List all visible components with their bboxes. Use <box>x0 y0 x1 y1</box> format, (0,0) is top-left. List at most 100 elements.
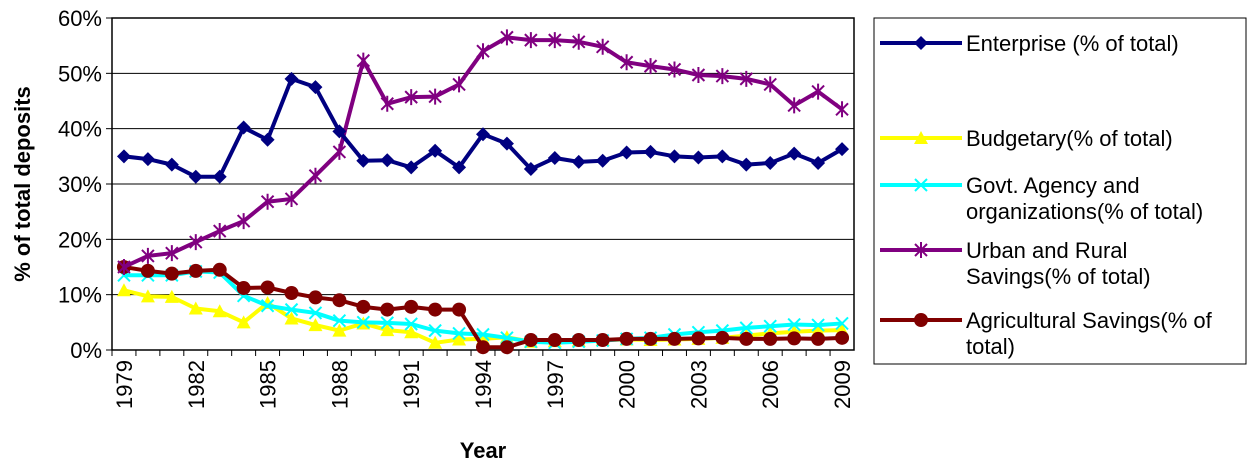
data-point <box>476 127 490 142</box>
data-point <box>715 330 730 345</box>
data-point <box>404 299 419 314</box>
x-tick-label: 1979 <box>112 360 137 409</box>
data-point <box>739 321 753 335</box>
data-point <box>380 323 395 337</box>
data-point <box>332 293 347 308</box>
data-point <box>284 71 299 86</box>
data-point <box>619 145 634 160</box>
data-point <box>835 330 850 345</box>
data-point <box>165 245 179 262</box>
legend-item-0: Enterprise (% of total) <box>880 31 1179 56</box>
data-point <box>524 32 538 49</box>
data-point <box>332 313 347 328</box>
data-point <box>787 331 802 346</box>
data-point <box>643 331 658 346</box>
data-point <box>691 331 706 346</box>
data-point <box>763 319 777 333</box>
data-point <box>164 266 179 281</box>
legend-marker <box>914 36 928 50</box>
y-tick-label: 30% <box>58 172 102 197</box>
data-point <box>188 169 203 184</box>
data-point <box>595 38 610 55</box>
legend-label: Urban and Rural Savings(% of total) <box>966 238 1151 289</box>
data-point <box>212 169 227 184</box>
data-point <box>787 146 802 161</box>
data-point <box>404 89 418 106</box>
data-point <box>260 193 275 210</box>
data-point <box>116 149 131 164</box>
data-point <box>380 153 395 168</box>
data-point <box>213 223 227 240</box>
data-point <box>452 326 466 341</box>
data-point <box>428 335 443 349</box>
data-point <box>188 301 203 315</box>
x-axis-title: Year <box>460 438 507 463</box>
data-point <box>523 162 538 177</box>
data-point <box>236 281 251 296</box>
data-point <box>284 286 299 301</box>
data-point <box>476 43 490 60</box>
data-point <box>260 299 275 313</box>
data-point <box>308 306 323 320</box>
data-point <box>811 155 826 170</box>
data-point <box>284 190 299 207</box>
x-tick-label: 1988 <box>327 360 352 409</box>
legend-marker <box>914 131 928 144</box>
data-point <box>595 153 610 168</box>
data-point <box>643 144 658 159</box>
data-point <box>499 340 514 355</box>
series-group <box>116 29 850 355</box>
x-tick-label: 2000 <box>615 360 640 409</box>
data-point <box>715 68 730 85</box>
x-tick-label: 2009 <box>830 360 855 409</box>
data-point <box>356 153 371 168</box>
data-point <box>236 315 251 329</box>
data-point <box>140 152 155 167</box>
data-point <box>356 299 371 314</box>
data-point <box>164 289 179 303</box>
legend-label: Govt. Agency and organizations(% of total… <box>966 173 1203 224</box>
data-point <box>739 70 753 87</box>
legend: Enterprise (% of total) Budgetary(% of to… <box>873 17 1247 365</box>
data-point <box>164 157 179 172</box>
series-3 <box>117 29 849 275</box>
legend-item-3: Urban and Rural Savings(% of total) <box>880 238 1151 289</box>
data-point <box>260 132 275 147</box>
data-point <box>547 150 562 165</box>
data-point <box>308 290 323 305</box>
data-point <box>117 259 131 275</box>
data-point <box>763 331 778 346</box>
y-tick-label: 20% <box>58 227 102 252</box>
legend-label: Agricultural Savings(% of total) <box>966 308 1213 359</box>
data-point <box>739 331 754 346</box>
data-point <box>667 61 682 78</box>
data-point <box>212 262 227 277</box>
gridlines <box>112 72 854 296</box>
data-point <box>189 234 203 251</box>
x-tick-label: 2003 <box>686 360 711 409</box>
data-point <box>500 29 514 46</box>
data-point <box>332 143 347 160</box>
data-point <box>619 54 634 71</box>
data-point <box>763 76 777 93</box>
data-point <box>523 333 538 348</box>
data-point <box>308 167 323 184</box>
data-point <box>428 302 443 317</box>
data-point <box>356 315 371 330</box>
data-point <box>284 311 299 325</box>
data-point <box>547 333 562 348</box>
data-point <box>404 325 419 339</box>
legend-marker <box>914 313 928 327</box>
y-tick-label: 10% <box>58 283 102 308</box>
data-point <box>308 80 323 95</box>
data-point <box>212 304 227 318</box>
legend-frame <box>873 17 1247 365</box>
data-point <box>404 317 418 331</box>
data-point <box>691 150 706 165</box>
data-point <box>643 58 658 75</box>
data-point <box>811 331 826 346</box>
data-point <box>787 97 801 114</box>
data-point <box>667 331 682 346</box>
legend-label: Budgetary(% of total) <box>966 126 1173 151</box>
